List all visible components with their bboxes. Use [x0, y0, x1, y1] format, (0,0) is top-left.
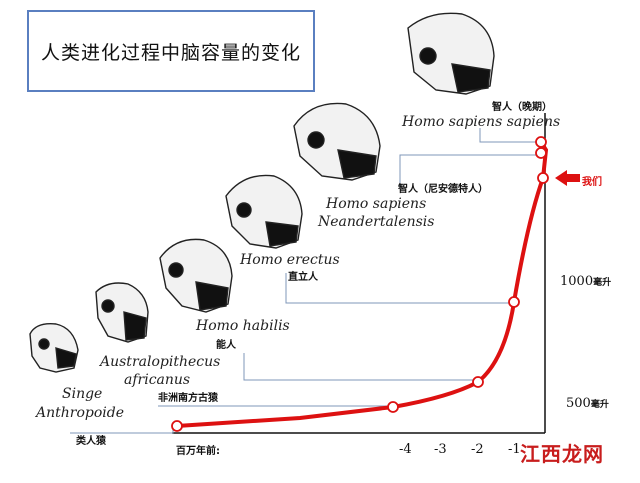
arrow-icon: [555, 170, 580, 186]
label-australo-cn: 非洲南方古猿: [158, 393, 218, 404]
label-sapiens-cn: 智人（晚期）: [492, 102, 552, 113]
point-australo: [387, 401, 399, 413]
y-tick-value: 1000: [560, 274, 594, 289]
connector-erectus: [285, 273, 513, 304]
y-tick-value: 500: [566, 396, 591, 411]
point-erectus: [508, 296, 520, 308]
x-tick: -4: [399, 442, 412, 457]
label-anthropoide: Anthropoide: [36, 405, 125, 421]
y-tick-unit: 毫升: [593, 278, 612, 288]
label-australo: Australopithecus: [100, 354, 221, 370]
label-singe-cn: 类人猿: [76, 436, 106, 447]
point-habilis: [472, 376, 484, 388]
label-neander-2: Neandertalensis: [318, 214, 435, 230]
skull-sapiens-icon: [407, 12, 495, 95]
skull-neander-icon: [293, 102, 381, 181]
y-tick-500: 500毫升: [566, 392, 609, 411]
label-africanus: africanus: [124, 372, 191, 388]
point-neander: [535, 147, 547, 159]
point-us: [537, 172, 549, 184]
label-us: 我们: [582, 177, 602, 188]
brain-volume-curve: [175, 140, 549, 428]
label-neander-cn: 智人（尼安德特人）: [398, 184, 488, 195]
skulls: [29, 12, 495, 373]
skull-erectus-icon: [225, 174, 303, 249]
title-box: 人类进化过程中脑容量的变化: [27, 10, 315, 92]
connector-habilis: [243, 353, 478, 381]
x-axis-title: 百万年前:: [176, 446, 220, 457]
label-habilis: Homo habilis: [196, 318, 290, 334]
label-erectus-cn: 直立人: [288, 272, 318, 283]
x-tick: -1: [508, 442, 521, 457]
skull-singe-icon: [29, 323, 79, 373]
label-singe: Singe: [62, 386, 103, 402]
curve-points: [171, 136, 549, 432]
point-sapiens: [535, 136, 547, 148]
connector-neander: [399, 154, 540, 188]
connector-sapiens: [479, 128, 540, 143]
x-tick: -3: [434, 442, 447, 457]
skull-australo-icon: [95, 282, 149, 343]
label-erectus: Homo erectus: [240, 252, 340, 268]
label-habilis-cn: 能人: [216, 340, 236, 351]
skull-habilis-icon: [159, 238, 233, 313]
label-neander-1: Homo sapiens: [326, 196, 427, 212]
watermark: 江西龙网: [520, 442, 604, 466]
x-tick: -2: [471, 442, 484, 457]
connector-lines: [70, 128, 540, 434]
y-tick-unit: 毫升: [590, 400, 609, 410]
point-singe: [171, 420, 183, 432]
y-tick-1000: 1000毫升: [560, 270, 611, 289]
page-title: 人类进化过程中脑容量的变化: [40, 41, 301, 64]
label-sapiens: Homo sapiens sapiens: [402, 114, 561, 130]
